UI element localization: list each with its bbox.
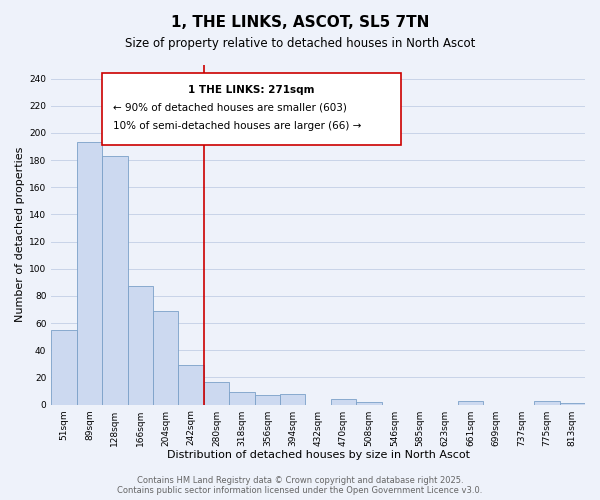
- Bar: [280, 394, 305, 404]
- Bar: [102, 156, 128, 404]
- X-axis label: Distribution of detached houses by size in North Ascot: Distribution of detached houses by size …: [167, 450, 470, 460]
- Bar: [51, 330, 77, 404]
- Bar: [356, 402, 382, 404]
- Bar: [560, 403, 585, 404]
- FancyBboxPatch shape: [102, 74, 401, 145]
- Bar: [229, 392, 254, 404]
- Bar: [204, 382, 229, 404]
- Text: 1, THE LINKS, ASCOT, SL5 7TN: 1, THE LINKS, ASCOT, SL5 7TN: [171, 15, 429, 30]
- Bar: [254, 395, 280, 404]
- Text: Size of property relative to detached houses in North Ascot: Size of property relative to detached ho…: [125, 38, 475, 51]
- Bar: [77, 142, 102, 404]
- Text: Contains HM Land Registry data © Crown copyright and database right 2025.
Contai: Contains HM Land Registry data © Crown c…: [118, 476, 482, 495]
- Bar: [458, 400, 484, 404]
- Text: 10% of semi-detached houses are larger (66) →: 10% of semi-detached houses are larger (…: [113, 121, 361, 131]
- Bar: [331, 399, 356, 404]
- Bar: [128, 286, 153, 405]
- Bar: [178, 365, 204, 405]
- Text: ← 90% of detached houses are smaller (603): ← 90% of detached houses are smaller (60…: [113, 102, 347, 113]
- Text: 1 THE LINKS: 271sqm: 1 THE LINKS: 271sqm: [188, 86, 314, 96]
- Y-axis label: Number of detached properties: Number of detached properties: [15, 147, 25, 322]
- Bar: [534, 400, 560, 404]
- Bar: [153, 311, 178, 404]
